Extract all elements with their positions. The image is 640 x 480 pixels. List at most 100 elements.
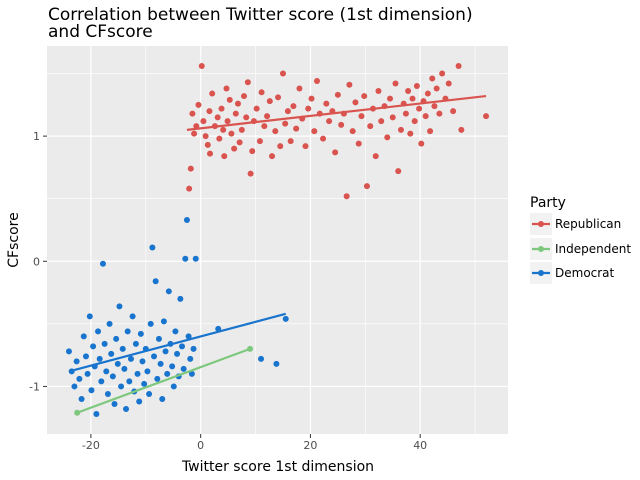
point-republican: [363, 183, 370, 190]
point-democrat: [116, 303, 123, 310]
point-democrat: [86, 313, 93, 320]
point-republican: [214, 114, 221, 121]
point-republican: [204, 141, 211, 148]
point-democrat: [111, 400, 118, 407]
point-democrat: [147, 320, 154, 327]
legend-label-independent: Independent: [555, 242, 631, 256]
point-republican: [411, 118, 418, 125]
point-democrat: [90, 343, 97, 350]
fit-line-democrat: [68, 312, 287, 373]
point-republican: [216, 135, 223, 142]
point-republican: [189, 110, 196, 117]
point-republican: [206, 108, 213, 115]
point-democrat: [126, 378, 133, 385]
point-republican: [387, 95, 394, 102]
point-democrat: [127, 355, 134, 362]
series-democrat-points: [65, 216, 289, 417]
point-democrat: [172, 328, 179, 335]
point-democrat: [88, 387, 95, 394]
point-republican: [198, 63, 205, 70]
point-democrat: [118, 383, 125, 390]
point-democrat: [101, 340, 108, 347]
y-tick-label: 0: [33, 255, 40, 268]
point-republican: [191, 130, 198, 137]
point-republican: [323, 100, 330, 107]
point-republican: [218, 105, 225, 112]
point-republican: [395, 168, 402, 175]
point-democrat: [129, 313, 136, 320]
point-republican: [238, 126, 245, 133]
point-democrat: [98, 378, 105, 385]
point-republican: [266, 98, 273, 105]
point-republican: [346, 81, 353, 88]
point-democrat: [177, 295, 184, 302]
fit-line-republican: [186, 94, 487, 131]
point-republican: [361, 93, 368, 100]
point-republican: [296, 85, 303, 92]
point-republican: [405, 88, 412, 95]
point-republican: [424, 90, 431, 97]
point-republican: [332, 149, 339, 156]
point-democrat: [103, 368, 110, 375]
point-republican: [429, 75, 436, 82]
point-democrat: [155, 335, 162, 342]
point-republican: [439, 70, 446, 77]
point-democrat: [162, 348, 169, 355]
point-democrat: [106, 320, 113, 327]
point-democrat: [82, 353, 89, 360]
point-republican: [275, 94, 282, 101]
point-republican: [290, 103, 297, 110]
point-republican: [187, 165, 194, 172]
point-democrat: [174, 350, 181, 357]
legend-label-republican: Republican: [555, 217, 621, 231]
chart-title-line-2: and CFscore: [48, 22, 153, 42]
point-democrat: [160, 318, 167, 325]
point-democrat: [136, 398, 143, 405]
point-democrat: [95, 328, 102, 335]
point-republican: [358, 113, 365, 120]
axis-ticks: -20 0 20 40 -1 0 1: [29, 130, 427, 452]
point-republican: [195, 101, 202, 108]
point-democrat: [96, 355, 103, 362]
point-republican: [433, 85, 440, 92]
point-democrat: [114, 360, 121, 367]
point-republican: [282, 120, 289, 127]
x-tick-label: 20: [303, 439, 317, 452]
y-tick-label: -1: [29, 380, 40, 393]
point-republican: [407, 130, 414, 137]
point-republican: [244, 79, 251, 86]
point-republican: [243, 114, 250, 121]
point-democrat: [183, 216, 190, 223]
point-democrat: [93, 410, 100, 417]
point-democrat: [139, 358, 146, 365]
point-republican: [302, 143, 309, 150]
point-republican: [221, 153, 228, 160]
point-democrat: [159, 395, 166, 402]
point-republican: [397, 126, 404, 133]
point-democrat: [80, 333, 87, 340]
point-republican: [378, 118, 385, 125]
point-republican: [258, 89, 265, 96]
point-democrat: [144, 368, 151, 375]
point-republican: [372, 153, 379, 160]
point-republican: [367, 123, 374, 130]
point-republican: [202, 133, 209, 140]
point-democrat: [132, 340, 139, 347]
point-republican: [277, 143, 284, 150]
point-democrat: [146, 390, 153, 397]
point-republican: [228, 130, 235, 137]
point-republican: [413, 83, 420, 90]
legend-keys: [530, 213, 552, 284]
point-democrat: [282, 315, 289, 322]
fit-lines: [68, 94, 487, 414]
point-republican: [224, 118, 231, 125]
point-republican: [226, 96, 233, 103]
point-republican: [311, 128, 318, 135]
point-republican: [256, 138, 263, 145]
legend-key-point-independent: [538, 246, 544, 252]
point-democrat: [179, 343, 186, 350]
y-tick-label: 1: [33, 130, 40, 143]
point-republican: [431, 103, 438, 110]
legend-title: Party: [530, 195, 566, 211]
point-republican: [269, 153, 276, 160]
